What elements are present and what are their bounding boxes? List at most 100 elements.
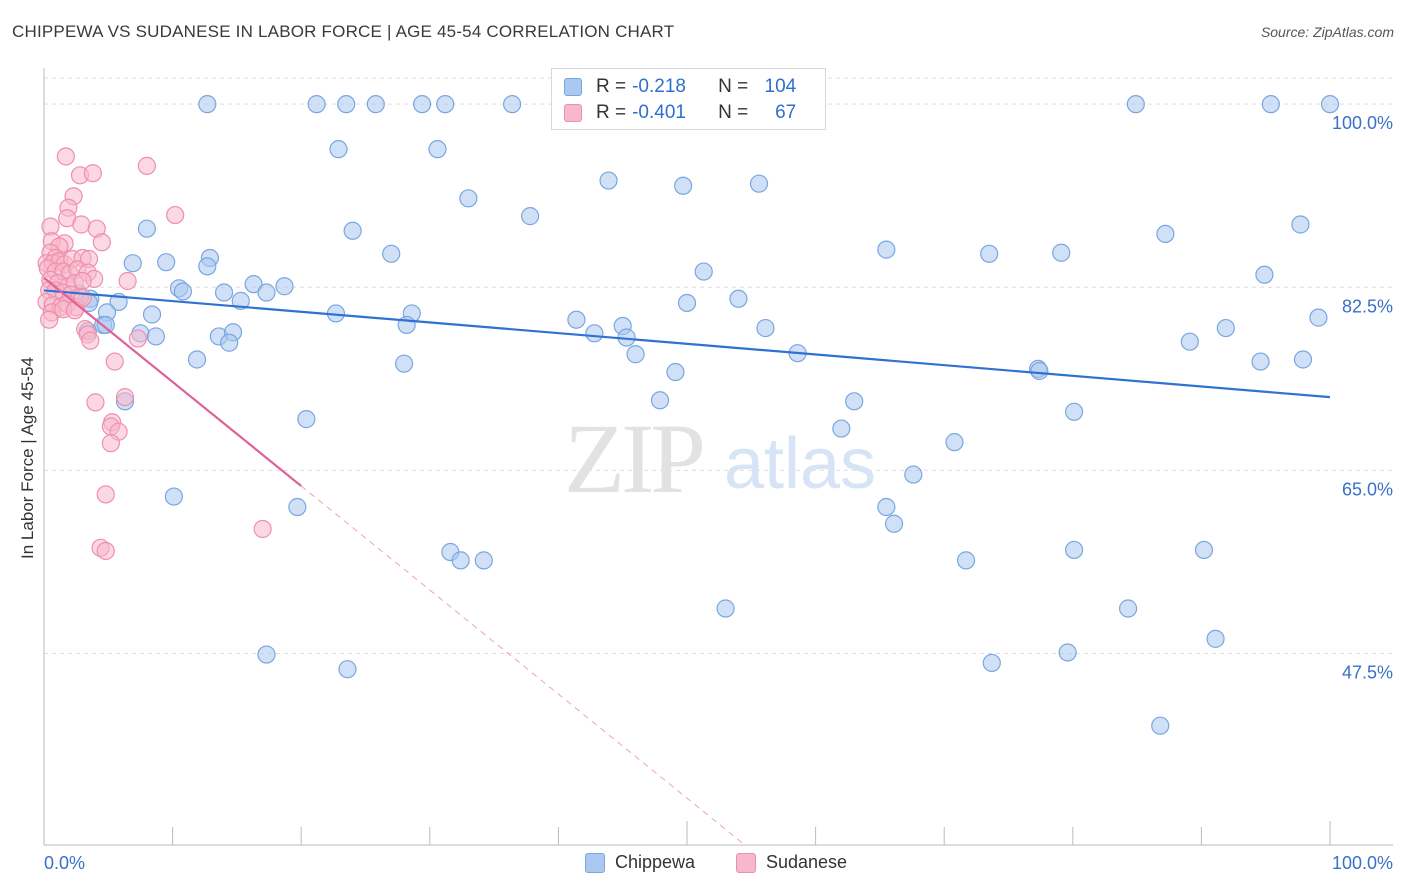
y-axis-title: In Labor Force | Age 45-54	[18, 357, 37, 559]
sudanese-point	[73, 271, 92, 291]
sudanese-point	[137, 156, 156, 175]
sudanese-point	[128, 329, 147, 348]
legend-n-value: 67	[775, 102, 797, 123]
chippewa-point	[257, 645, 276, 664]
chippewa-point	[1151, 716, 1170, 735]
chippewa-point	[1320, 95, 1340, 114]
chippewa-point	[137, 219, 156, 238]
x-axis-label-right: 100.0%	[1332, 853, 1393, 873]
sudanese-point	[96, 485, 115, 504]
chippewa-point	[980, 244, 999, 263]
sudanese-point	[65, 301, 84, 320]
legend-row-chippewa: R = -0.218 N = 104	[564, 74, 796, 100]
legend-swatch-sudanese	[564, 104, 582, 122]
chippewa-point	[297, 410, 316, 429]
axes	[43, 68, 1393, 846]
chippewa-points	[69, 95, 1340, 735]
chippewa-point	[187, 350, 207, 369]
chippewa-point	[157, 253, 176, 272]
chippewa-point	[337, 95, 356, 114]
chippewa-point	[214, 283, 234, 302]
chippewa-point	[338, 660, 357, 679]
sudanese-point	[166, 205, 185, 225]
chippewa-point	[884, 514, 904, 533]
chippewa-point	[674, 176, 693, 195]
chippewa-point	[173, 282, 192, 301]
legend-row-sudanese: R = -0.401 N = 67	[564, 100, 796, 126]
sudanese-trend-extension	[300, 485, 746, 846]
chippewa-point	[1194, 540, 1214, 560]
chippewa-point	[394, 354, 414, 373]
source-credit: Source: ZipAtlas.com	[1260, 24, 1394, 40]
stats-legend: R = -0.218 N = 104 R = -0.401 N = 67	[551, 68, 826, 130]
chippewa-point	[945, 433, 964, 452]
legend-r-value: -0.401	[632, 102, 686, 123]
chippewa-point	[650, 391, 670, 410]
y-tick-labels: 47.5% 65.0% 82.5% 100.0%	[1332, 113, 1393, 682]
chippewa-point	[756, 318, 775, 338]
chippewa-point	[231, 291, 250, 310]
chippewa-point	[288, 497, 307, 517]
chippewa-point	[716, 599, 735, 618]
legend-item-chippewa: Chippewa	[585, 852, 695, 873]
sudanese-point	[92, 233, 111, 252]
chippewa-point	[436, 95, 455, 114]
sudanese-point	[83, 164, 102, 183]
chippewa-point	[142, 305, 162, 324]
y-tick-label: 65.0%	[1342, 479, 1393, 499]
y-tick-label: 47.5%	[1342, 663, 1393, 683]
chippewa-point	[1206, 629, 1225, 648]
chippewa-point	[275, 277, 294, 296]
chippewa-point	[1291, 215, 1310, 234]
chippewa-point	[585, 324, 604, 343]
chippewa-point	[982, 653, 1001, 673]
chippewa-point	[329, 140, 348, 159]
sudanese-trend-line	[43, 277, 302, 487]
chippewa-point	[729, 289, 748, 308]
sudanese-points	[37, 147, 272, 561]
sudanese-point	[40, 310, 59, 329]
chippewa-point	[459, 189, 478, 208]
chippewa-point	[877, 240, 896, 259]
chippewa-point	[366, 95, 385, 114]
chippewa-point	[1126, 95, 1145, 114]
chippewa-point	[1156, 224, 1175, 244]
sudanese-point	[56, 147, 75, 166]
chippewa-point	[749, 174, 769, 193]
sudanese-point	[81, 331, 100, 350]
sudanese-point	[72, 215, 91, 234]
legend-item-sudanese: Sudanese	[736, 852, 847, 873]
chippewa-point	[244, 275, 263, 294]
legend-r-value: -0.218	[632, 76, 686, 97]
gridlines	[44, 77, 1393, 655]
chippewa-point	[666, 362, 685, 382]
chippewa-point	[1118, 599, 1138, 618]
chippewa-point	[96, 315, 115, 335]
legend-label-chippewa: Chippewa	[615, 852, 696, 872]
chart-title: CHIPPEWA VS SUDANESE IN LABOR FORCE | AG…	[12, 22, 675, 41]
chippewa-point	[626, 345, 645, 364]
chippewa-point	[904, 465, 923, 484]
chippewa-point	[1216, 318, 1235, 338]
chippewa-point	[198, 257, 217, 276]
chippewa-point	[198, 95, 217, 114]
chippewa-point	[521, 207, 540, 226]
sudanese-point	[96, 541, 115, 561]
watermark-atlas: atlas	[724, 424, 876, 504]
legend-r-label: R =	[596, 102, 627, 123]
legend-swatch-chippewa	[585, 852, 605, 873]
legend-n-value: 104	[764, 76, 797, 97]
series-legend: Chippewa Sudanese	[0, 852, 1406, 876]
legend-r-label: R =	[596, 76, 627, 97]
x-axis-label-left: 0.0%	[44, 853, 85, 873]
chippewa-point	[307, 95, 326, 114]
chippewa-point	[1058, 643, 1077, 662]
watermark: ZIP atlas	[564, 403, 876, 514]
chippewa-point	[567, 310, 586, 329]
chippewa-point	[677, 293, 697, 313]
trend-lines	[43, 277, 1331, 846]
legend-label-sudanese: Sudanese	[766, 852, 848, 872]
chippewa-point	[1052, 243, 1071, 262]
chippewa-point	[1255, 265, 1274, 284]
